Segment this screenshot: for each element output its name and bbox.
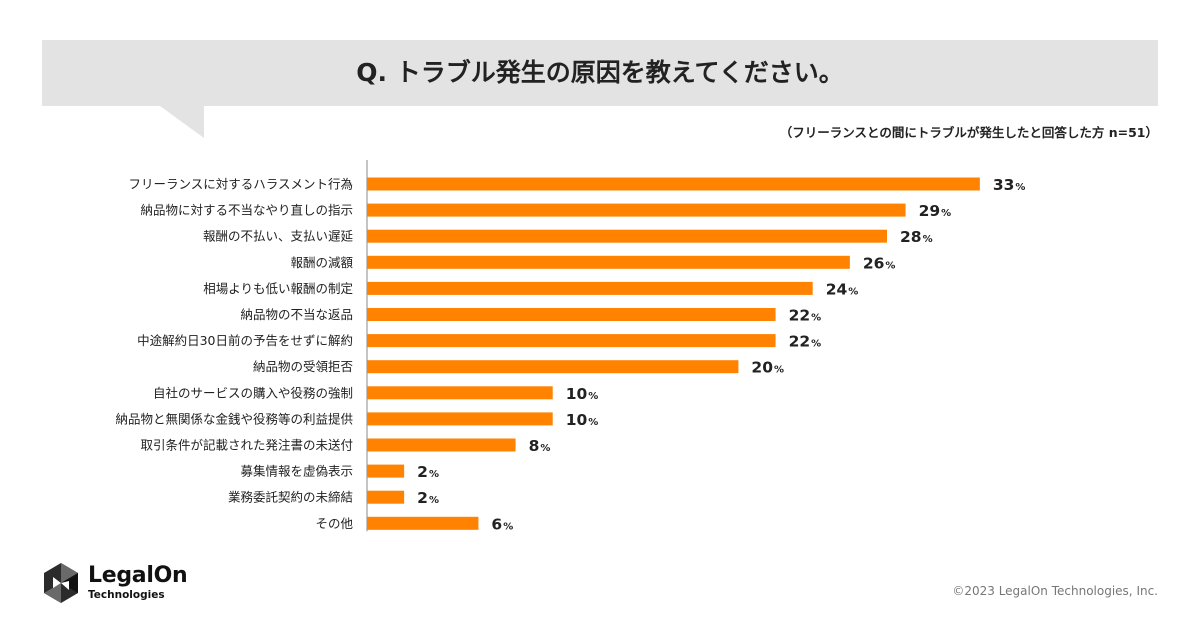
bar — [367, 438, 516, 452]
logo-name: LegalOn — [88, 563, 188, 588]
bar — [367, 177, 980, 191]
category-label: 納品物の不当な返品 — [240, 307, 353, 322]
bar — [367, 490, 405, 504]
data-label: 24% — [826, 280, 859, 298]
category-label: 報酬の不払い、支払い遅延 — [203, 229, 354, 244]
bar — [367, 229, 887, 243]
data-label: 2% — [417, 463, 439, 481]
data-label: 10% — [566, 385, 599, 403]
title-bubble — [42, 40, 1158, 106]
bar — [367, 360, 739, 374]
bar — [367, 203, 906, 217]
category-label: その他 — [315, 516, 353, 531]
data-label: 29% — [919, 202, 952, 220]
chart-title: Q. トラブル発生の原因を教えてください。 — [356, 58, 844, 87]
bar — [367, 464, 405, 478]
bar — [367, 412, 553, 426]
category-label: 納品物と無関係な金銭や役務等の利益提供 — [115, 411, 353, 426]
bar — [367, 386, 553, 400]
bar — [367, 308, 776, 321]
data-label: 20% — [751, 359, 784, 377]
data-label: 8% — [529, 437, 551, 455]
category-label: 相場よりも低い報酬の制定 — [203, 281, 353, 296]
data-label: 10% — [566, 411, 599, 429]
bar — [367, 516, 479, 530]
category-label: 納品物に対する不当なやり直しの指示 — [140, 203, 353, 218]
company-logo: LegalOn Technologies — [42, 562, 188, 604]
category-label: 中途解約日30日前の予告をせずに解約 — [137, 333, 353, 348]
data-label: 33% — [993, 176, 1026, 194]
data-label: 22% — [789, 333, 822, 351]
data-label: 6% — [491, 515, 513, 533]
copyright: ©2023 LegalOn Technologies, Inc. — [952, 584, 1158, 598]
title-bubble-tail — [160, 106, 204, 138]
bar — [367, 334, 776, 348]
data-label: 28% — [900, 228, 933, 246]
bar-chart: フリーランスに対するハラスメント行為 33% 納品物に対する不当なやり直しの指示 29… — [115, 160, 1026, 533]
data-label: 2% — [417, 489, 439, 507]
logo-sub: Technologies — [88, 589, 165, 601]
data-label: 26% — [863, 254, 896, 272]
bar — [367, 255, 850, 269]
category-label: 納品物の受領拒否 — [253, 359, 353, 374]
sample-note: （フリーランスとの間にトラブルが発生したと回答した方 n=51） — [779, 125, 1158, 140]
category-label: 業務委託契約の未締結 — [228, 490, 353, 505]
category-label: 取引条件が記載された発注書の未送付 — [140, 438, 353, 453]
data-label: 22% — [789, 307, 822, 325]
category-label: フリーランスに対するハラスメント行為 — [128, 177, 353, 192]
category-label: 自社のサービスの購入や役務の強制 — [153, 385, 353, 400]
category-label: 募集情報を虚偽表示 — [240, 464, 353, 479]
bar — [367, 281, 813, 295]
legalon-logo-icon — [44, 563, 78, 603]
category-label: 報酬の減額 — [290, 255, 353, 270]
